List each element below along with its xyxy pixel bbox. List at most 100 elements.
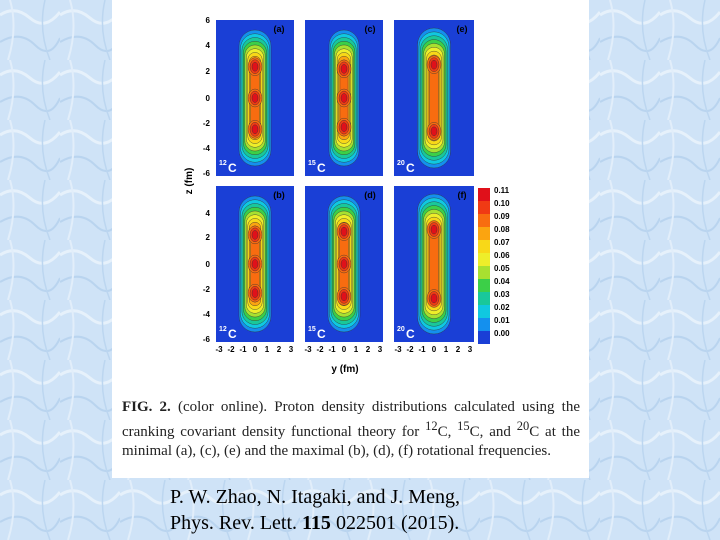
- colorbar-swatch: [478, 266, 490, 279]
- density-peak: [251, 230, 259, 240]
- x-tick: -3: [304, 345, 312, 354]
- citation-journal: Phys. Rev. Lett.: [170, 512, 298, 534]
- panel-c: (c) 15 C: [305, 20, 383, 176]
- caption-label: FIG. 2.: [122, 399, 171, 415]
- caption-iso2-sym: C, and: [469, 424, 517, 440]
- panel-b-isotope-mass: 12: [219, 326, 227, 333]
- x-axis-group-3: -3 -2 -1 0 1 2 3: [394, 345, 472, 354]
- density-peak: [251, 61, 259, 72]
- x-axis-group-2: -3 -2 -1 0 1 2 3: [304, 345, 382, 354]
- density-peak: [430, 293, 438, 304]
- density-peak: [430, 224, 438, 235]
- colorbar-swatch: [478, 253, 490, 266]
- x-axis-label: y (fm): [331, 364, 358, 375]
- caption-iso2-mass: 15: [457, 419, 470, 433]
- caption-iso1-sym: C,: [437, 424, 458, 440]
- colorbar-tick: 0.06: [494, 251, 510, 260]
- colorbar-tick: 0.01: [494, 316, 510, 325]
- density-peak: [251, 259, 259, 269]
- panel-e-contours: [417, 27, 451, 169]
- citation-authors: P. W. Zhao, N. Itagaki, and J. Meng,: [170, 486, 460, 508]
- panel-a: (a) 12 C: [216, 20, 294, 176]
- x-tick: -2: [227, 345, 235, 354]
- colorbar-tick: 0.04: [494, 277, 510, 286]
- density-peak: [251, 288, 259, 298]
- y-tick: 6: [206, 16, 211, 25]
- x-axis-group-1: -3 -2 -1 0 1 2 3: [215, 345, 293, 354]
- x-tick: -2: [406, 345, 414, 354]
- y-tick: 4: [206, 209, 211, 218]
- panel-b-label: (b): [273, 190, 285, 200]
- density-peak: [340, 226, 348, 237]
- x-tick: -3: [394, 345, 402, 354]
- panel-b: (b) 12 C: [216, 186, 294, 342]
- panel-d-isotope-mass: 15: [308, 326, 316, 333]
- density-peak: [251, 124, 259, 135]
- colorbar-swatch: [478, 331, 490, 344]
- y-tick: -6: [203, 335, 211, 344]
- colorbar-tick: 0.05: [494, 264, 510, 273]
- x-tick: 3: [468, 345, 473, 354]
- y-tick: 4: [206, 41, 211, 50]
- y-tick: -4: [203, 144, 211, 153]
- density-peak: [340, 64, 348, 74]
- panel-b-isotope-symbol: C: [228, 327, 237, 341]
- colorbar-tick: 0.09: [494, 212, 510, 221]
- panel-d-contours: [327, 195, 361, 333]
- y-tick: 0: [206, 260, 211, 269]
- colorbar-swatch: [478, 279, 490, 292]
- caption-text-1: (color online). Proton density distribut…: [122, 399, 580, 440]
- panel-f-isotope-mass: 20: [397, 326, 405, 333]
- citation-volume: 115: [302, 512, 331, 534]
- colorbar-tick: 0.08: [494, 225, 510, 234]
- figure-caption: FIG. 2. (color online). Proton density d…: [122, 398, 580, 461]
- x-tick: 0: [432, 345, 437, 354]
- x-tick: -1: [239, 345, 247, 354]
- panel-e-isotope-symbol: C: [406, 161, 415, 175]
- colorbar-swatch: [478, 240, 490, 253]
- colorbar: 0.11 0.10 0.09 0.08 0.07 0.06 0.05 0.04 0.03 0.02…: [478, 186, 510, 344]
- x-tick: -3: [215, 345, 223, 354]
- y-tick: -6: [203, 169, 211, 178]
- colorbar-swatch: [478, 227, 490, 240]
- panel-a-isotope-mass: 12: [219, 160, 227, 167]
- x-tick: 3: [289, 345, 294, 354]
- x-tick: 1: [265, 345, 270, 354]
- y-tick: 2: [206, 233, 211, 242]
- colorbar-swatch: [478, 201, 490, 214]
- x-tick: -2: [316, 345, 324, 354]
- y-axis-bottom: 4 2 0 -2 -4 -6: [203, 209, 211, 344]
- caption-iso3-sym: C at the minimal (a), (c), (e) and the m…: [122, 424, 580, 459]
- panel-f-label: (f): [458, 190, 467, 200]
- panel-c-isotope-symbol: C: [317, 161, 326, 175]
- colorbar-tick: 0.03: [494, 290, 510, 299]
- colorbar-tick: 0.00: [494, 329, 510, 338]
- caption-iso1-mass: 12: [425, 419, 438, 433]
- y-tick: -2: [203, 119, 211, 128]
- y-tick: 0: [206, 94, 211, 103]
- panel-e-isotope-mass: 20: [397, 160, 405, 167]
- panel-f: (f) 20 C: [394, 186, 474, 342]
- colorbar-tick: 0.11: [494, 186, 510, 195]
- y-tick: -2: [203, 285, 211, 294]
- density-peak: [340, 291, 348, 302]
- colorbar-swatch: [478, 214, 490, 227]
- y-axis-label: z (fm): [184, 168, 195, 195]
- y-axis-top: 6 4 2 0 -2 -4 -6: [203, 16, 211, 178]
- citation-pages: 022501 (2015).: [335, 512, 460, 534]
- density-peak: [251, 93, 259, 103]
- x-tick: 0: [342, 345, 347, 354]
- colorbar-swatch: [478, 305, 490, 318]
- y-tick: -4: [203, 310, 211, 319]
- panel-f-contours: [417, 193, 451, 335]
- x-tick: 2: [366, 345, 371, 354]
- panel-c-label: (c): [365, 24, 376, 34]
- x-tick: 2: [456, 345, 461, 354]
- density-peak: [340, 122, 348, 132]
- density-peak: [340, 259, 348, 269]
- x-tick: 1: [354, 345, 359, 354]
- panel-f-isotope-symbol: C: [406, 327, 415, 341]
- colorbar-tick: 0.02: [494, 303, 510, 312]
- x-tick: 1: [444, 345, 449, 354]
- x-tick: 0: [253, 345, 258, 354]
